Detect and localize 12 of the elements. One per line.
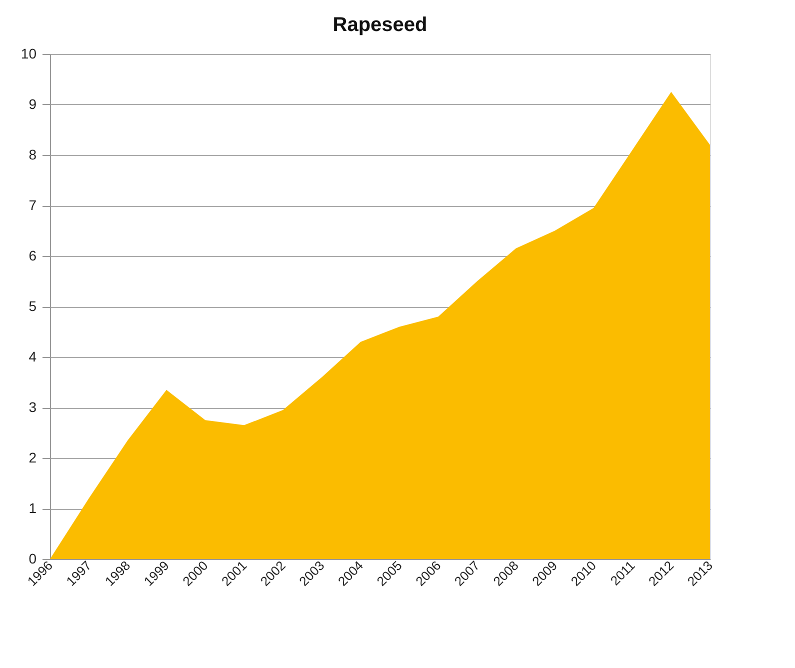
y-tick-label: 1: [28, 500, 37, 516]
y-tick-label: 8: [28, 146, 37, 162]
y-tick-label: 9: [28, 96, 37, 112]
y-tick-label: 2: [28, 450, 37, 466]
y-tick-label: 4: [28, 348, 37, 364]
y-tick-label: 5: [28, 298, 37, 314]
y-tick-label: 3: [28, 399, 37, 415]
chart-title: Rapeseed: [332, 14, 428, 36]
y-tick-label: 0: [28, 550, 37, 566]
y-tick-label: 7: [28, 197, 37, 213]
y-tick-label: 10: [20, 46, 37, 62]
y-tick-label: 6: [28, 248, 37, 264]
